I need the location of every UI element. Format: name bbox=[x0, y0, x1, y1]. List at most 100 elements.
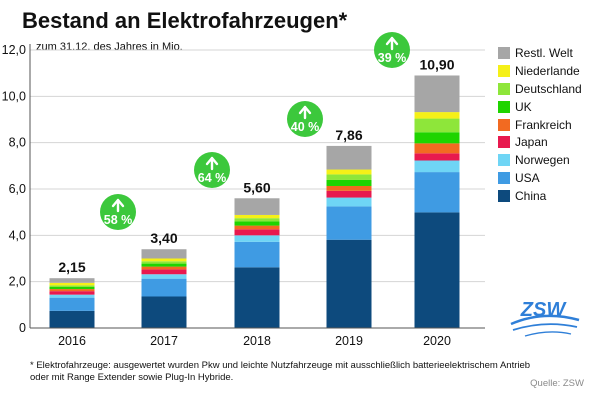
bar-segment bbox=[234, 267, 280, 328]
bar-stacks bbox=[49, 75, 460, 328]
bar-segment bbox=[414, 75, 460, 113]
y-tick-label: 12,0 bbox=[2, 43, 26, 57]
arrow-up-icon bbox=[298, 105, 312, 120]
bar-segment bbox=[414, 143, 460, 154]
legend-label: Niederlande bbox=[515, 63, 580, 78]
legend-swatch bbox=[498, 100, 510, 113]
bar-segment bbox=[414, 118, 460, 133]
legend-swatch bbox=[498, 172, 510, 185]
x-tick-label: 2020 bbox=[423, 334, 451, 348]
bar-segment bbox=[234, 214, 280, 219]
y-tick-label: 4,0 bbox=[9, 228, 26, 242]
legend-swatch bbox=[498, 46, 510, 59]
x-tick-label: 2018 bbox=[243, 334, 271, 348]
svg-text:ZSW: ZSW bbox=[520, 299, 568, 321]
bar-segment bbox=[326, 206, 372, 240]
total-label: 7,86 bbox=[335, 127, 362, 143]
x-tick-label: 2017 bbox=[150, 334, 178, 348]
legend-swatch bbox=[498, 64, 510, 77]
total-label: 10,90 bbox=[419, 56, 454, 72]
bar-segment bbox=[49, 310, 95, 328]
bar-segment bbox=[326, 190, 372, 198]
legend-item: Norwegen bbox=[498, 151, 598, 169]
legend-item: Deutschland bbox=[498, 80, 598, 98]
y-tick-label: 10,0 bbox=[2, 89, 26, 103]
bar-segment bbox=[414, 112, 460, 119]
bar-segment bbox=[141, 261, 187, 264]
y-tick-label: 8,0 bbox=[9, 136, 26, 150]
bar-segment bbox=[414, 132, 460, 144]
legend-swatch bbox=[498, 136, 510, 149]
arrow-up-icon bbox=[205, 156, 219, 171]
total-label: 2,15 bbox=[58, 259, 85, 275]
bar-segment bbox=[234, 218, 280, 222]
bar-segment bbox=[234, 221, 280, 226]
y-tick-label: 2,0 bbox=[9, 275, 26, 289]
legend-swatch bbox=[498, 118, 510, 131]
total-label: 3,40 bbox=[150, 230, 177, 246]
data-labels: 2,15 3,40 5,60 7,86 10,90 bbox=[58, 56, 454, 275]
legend-item: Niederlande bbox=[498, 62, 598, 80]
legend-label: Restl. Welt bbox=[515, 45, 573, 60]
bar-segment bbox=[234, 235, 280, 242]
bar-segment bbox=[326, 197, 372, 207]
bar-segment bbox=[234, 241, 280, 268]
chart-title: Bestand an Elektrofahrzeugen* bbox=[22, 8, 348, 33]
bar-segment bbox=[414, 153, 460, 161]
source-label: Quelle: ZSW bbox=[530, 378, 584, 389]
legend-swatch bbox=[498, 190, 510, 203]
legend-item: Frankreich bbox=[498, 116, 598, 134]
bar-segment bbox=[141, 296, 187, 328]
x-tick-label: 2019 bbox=[335, 334, 363, 348]
growth-badge: 39 % bbox=[374, 32, 410, 68]
growth-label: 58 % bbox=[104, 213, 133, 227]
bar-segment bbox=[326, 169, 372, 175]
bar-segment bbox=[326, 239, 372, 328]
bar-segment bbox=[141, 258, 187, 262]
legend-label: USA bbox=[515, 171, 540, 186]
y-tick-label: 0 bbox=[19, 321, 26, 335]
bar-segment bbox=[49, 286, 95, 290]
bar-segment bbox=[326, 185, 372, 191]
growth-label: 39 % bbox=[378, 51, 407, 65]
bar-segment bbox=[234, 225, 280, 230]
footnote: * Elektrofahrzeuge: ausgewertet wurden P… bbox=[30, 360, 531, 383]
bar-segment bbox=[49, 282, 95, 286]
legend-item: Japan bbox=[498, 133, 598, 151]
bar-segment bbox=[49, 278, 95, 283]
bar-segment bbox=[141, 269, 187, 275]
bar-segment bbox=[49, 291, 95, 295]
legend-label: Japan bbox=[515, 135, 548, 150]
bar-segment bbox=[326, 174, 372, 180]
growth-badge: 58 % bbox=[100, 194, 136, 230]
bar-segment bbox=[141, 278, 187, 297]
growth-label: 40 % bbox=[291, 120, 320, 134]
legend-item: Restl. Welt bbox=[498, 44, 598, 62]
growth-label: 64 % bbox=[198, 171, 227, 185]
bar-segment bbox=[326, 179, 372, 186]
bar-segment bbox=[414, 172, 460, 213]
zsw-logo: ZSW bbox=[503, 294, 583, 342]
bar-segment bbox=[49, 285, 95, 287]
bar-segment bbox=[49, 297, 95, 311]
bar-segment bbox=[49, 289, 95, 292]
legend-item: China bbox=[498, 187, 598, 205]
bar-segment bbox=[326, 145, 372, 170]
growth-badges: 58 % 64 % 40 % 39 % bbox=[100, 32, 410, 230]
legend-label: Deutschland bbox=[515, 81, 582, 96]
bar-segment bbox=[414, 160, 460, 173]
bar-segment bbox=[49, 294, 95, 298]
legend-label: Norwegen bbox=[515, 153, 570, 168]
total-label: 5,60 bbox=[243, 179, 270, 195]
arrow-up-icon bbox=[111, 198, 125, 213]
bar-segment bbox=[141, 249, 187, 259]
growth-badge: 64 % bbox=[194, 152, 230, 188]
legend-item: UK bbox=[498, 98, 598, 116]
legend: Restl. Welt Niederlande Deutschland UK Frank… bbox=[498, 44, 598, 205]
legend-label: UK bbox=[515, 99, 532, 114]
growth-badge: 40 % bbox=[287, 101, 323, 137]
x-tick-label: 2016 bbox=[58, 334, 86, 348]
axes: 0 2,0 4,0 6,0 8,0 10,0 12,0 2016 2017 2018 2019 202… bbox=[2, 43, 485, 348]
y-tick-label: 6,0 bbox=[9, 182, 26, 196]
